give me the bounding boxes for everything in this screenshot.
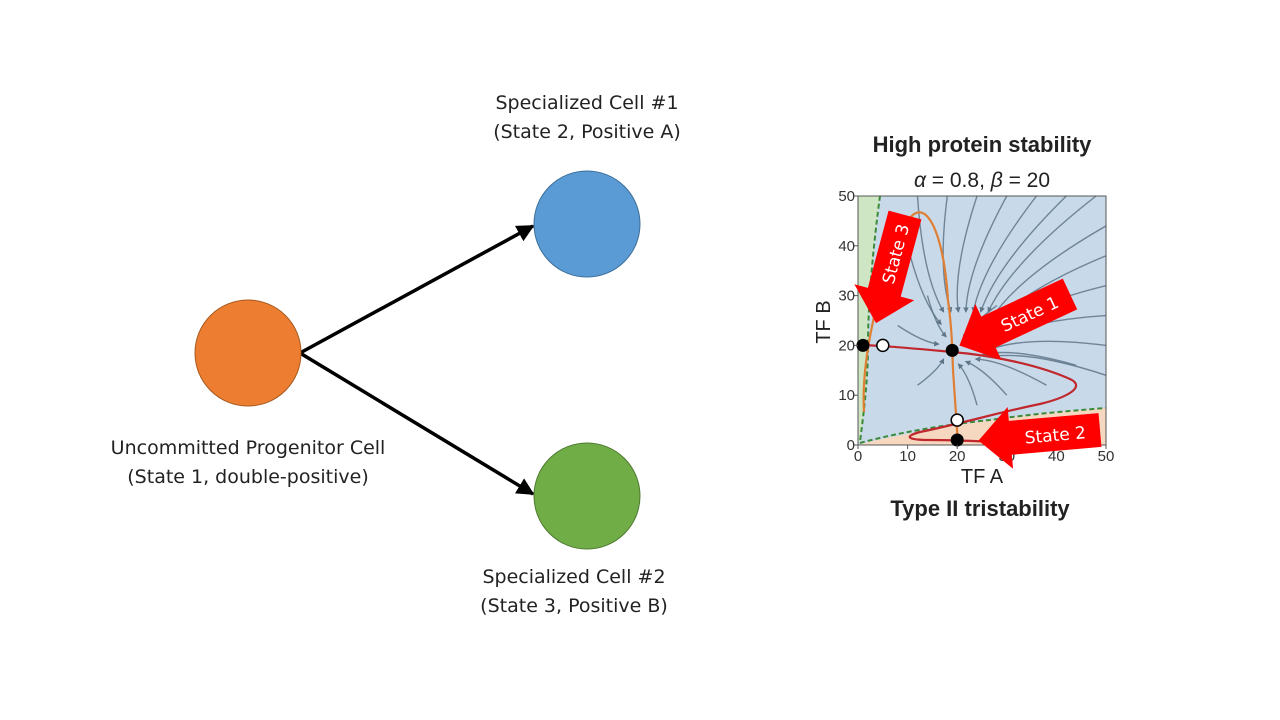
- streamline: [989, 340, 1106, 351]
- progenitor-cell-circle: [194, 299, 302, 407]
- fixed-points: [856, 338, 964, 447]
- x-tick-label: 10: [899, 448, 916, 465]
- separatrix-left: [859, 196, 881, 443]
- y-axis-ticks: 0 10 20 30 40 50: [838, 188, 858, 454]
- cell2-caption: Specialized Cell #2 (State 3, Positive B…: [418, 563, 730, 621]
- y-tick-label: 30: [838, 288, 855, 305]
- plot-parameters: α = 0.8, β = 20: [914, 169, 1050, 192]
- y-axis-label: TF B: [813, 300, 835, 343]
- streamline: [964, 360, 1008, 396]
- x-tick-label: 50: [1098, 448, 1115, 465]
- streamline: [955, 196, 978, 313]
- stable-fixed-point: [945, 343, 959, 357]
- callout-state3-arrow: [854, 210, 922, 324]
- x-tick-label: 0: [854, 448, 862, 465]
- plot-title: High protein stability: [873, 132, 1093, 157]
- streamline: [917, 358, 945, 386]
- y-tick-label: 20: [838, 337, 855, 354]
- beta-value: = 20: [1003, 169, 1050, 192]
- cell2-subtitle: (State 3, Positive B): [480, 595, 668, 617]
- alpha-value: = 0.8,: [926, 169, 991, 192]
- progenitor-caption: Uncommitted Progenitor Cell (State 1, do…: [88, 434, 408, 492]
- callout-state2-arrow: [978, 406, 1102, 469]
- separatrix-bottom: [859, 407, 1106, 444]
- streamline: [897, 324, 940, 347]
- alpha-symbol: α: [914, 169, 927, 192]
- unstable-fixed-point: [950, 413, 964, 427]
- y-tick-label: 50: [838, 188, 855, 205]
- callout-state2: State 2: [978, 406, 1102, 469]
- plot-footer: Type II tristability: [890, 496, 1070, 521]
- cell1-caption: Specialized Cell #1 (State 2, Positive A…: [434, 89, 740, 147]
- stable-fixed-point: [856, 338, 870, 352]
- streamline: [979, 196, 1067, 313]
- arrow-to-cell1: [299, 224, 535, 355]
- nullcline-tf-a: [862, 211, 960, 445]
- streamline: [987, 196, 1097, 313]
- y-tick-label: 0: [847, 437, 855, 454]
- specialized-cell-1-circle: [533, 170, 641, 278]
- callout-state1-arrow: [959, 278, 1078, 361]
- plot-frame: [857, 195, 1107, 446]
- unstable-fixed-point: [876, 338, 890, 353]
- streamline: [926, 295, 947, 338]
- arrow-to-cell2: [299, 351, 535, 496]
- x-axis-label: TF A: [961, 466, 1004, 488]
- streamline: [974, 356, 1047, 386]
- x-tick-label: 40: [1048, 448, 1065, 465]
- y-tick-label: 40: [838, 238, 855, 255]
- streamline: [971, 196, 1038, 313]
- specialized-cell-2-circle: [533, 442, 641, 550]
- beta-symbol: β: [990, 169, 1003, 192]
- stable-fixed-point: [950, 433, 964, 447]
- cell1-title: Specialized Cell #1: [495, 92, 679, 114]
- y-tick-label: 10: [838, 387, 855, 404]
- progenitor-subtitle: (State 1, double-positive): [127, 466, 369, 488]
- progenitor-title: Uncommitted Progenitor Cell: [110, 437, 386, 459]
- streamline: [963, 196, 1008, 313]
- streamline: [989, 353, 1106, 376]
- cell2-title: Specialized Cell #2: [482, 566, 666, 588]
- x-tick-label: 20: [949, 448, 966, 465]
- cell1-subtitle: (State 2, Positive A): [493, 121, 681, 143]
- streamline: [957, 363, 978, 406]
